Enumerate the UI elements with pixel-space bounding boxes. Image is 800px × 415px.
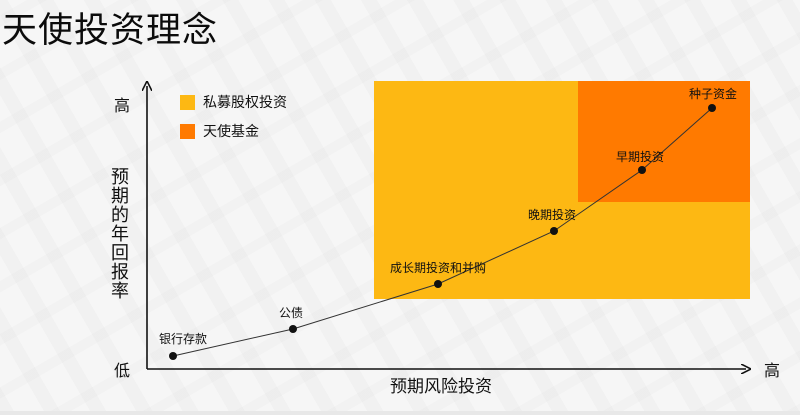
label-government-bonds: 公债 <box>279 306 303 320</box>
point-government-bonds <box>289 325 297 333</box>
label-bank-deposit: 银行存款 <box>159 332 207 346</box>
legend-item-private-equity: 私募股权投资 <box>180 92 287 112</box>
legend-label-private-equity: 私募股权投资 <box>203 95 287 111</box>
point-early-stage <box>638 166 646 174</box>
point-growth-and-mna <box>434 280 442 288</box>
legend-swatch-angel-fund <box>180 123 195 139</box>
y-axis-low-label: 低 <box>114 361 131 380</box>
angel-fund-region <box>578 81 750 202</box>
risk-return-curve <box>172 107 713 357</box>
y-axis-title: 预期的年回报率 <box>111 167 129 302</box>
label-seed-capital: 种子资金 <box>689 86 737 101</box>
point-late-stage <box>550 227 558 235</box>
label-growth-and-mna: 成长期投资和并购 <box>390 260 486 275</box>
point-bank-deposit <box>169 352 177 360</box>
label-early-stage: 早期投资 <box>616 149 664 164</box>
page-title: 天使投资理念 <box>2 11 219 51</box>
x-axis-title: 预期风险投资 <box>390 377 492 397</box>
footer-divider <box>0 411 800 415</box>
legend-label-angel-fund: 天使基金 <box>203 124 259 140</box>
y-axis-high-label: 高 <box>114 96 131 115</box>
x-axis-high-label: 高 <box>764 361 781 380</box>
point-seed-capital <box>708 104 716 112</box>
legend-item-angel-fund: 天使基金 <box>180 121 259 141</box>
label-late-stage: 晚期投资 <box>528 207 576 222</box>
legend-swatch-private-equity <box>180 94 195 110</box>
